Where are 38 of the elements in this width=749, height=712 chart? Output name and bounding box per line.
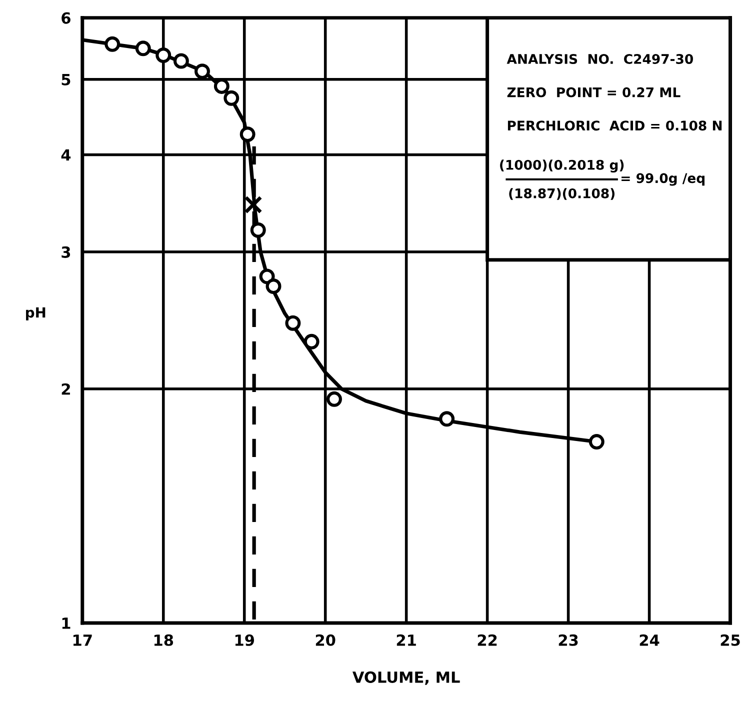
y-tick-label: 1: [62, 618, 70, 629]
point: [104, 36, 120, 52]
annotation: ANALYSIS NO. C2497-30: [506, 54, 693, 64]
point: [304, 334, 320, 350]
y-tick-label: 3: [62, 246, 70, 258]
point: [326, 391, 342, 407]
y-tick-label: 2: [62, 383, 70, 395]
point: [173, 53, 189, 69]
x-tick-label: 22: [478, 634, 497, 646]
annotation: (1000)(0.2018 g): [500, 160, 624, 173]
point: [266, 278, 282, 294]
point: [240, 126, 256, 142]
point: [439, 411, 455, 427]
x-tick-label: 23: [558, 634, 578, 646]
annotation: = 99.0g /eq: [622, 173, 704, 186]
annotation: ZERO POINT = 0.27 ML: [507, 87, 680, 98]
x-tick-label: 18: [154, 634, 174, 646]
point: [285, 315, 301, 331]
point: [224, 90, 240, 106]
x-tick-label: 17: [73, 634, 92, 646]
x-tick-label: 20: [316, 634, 336, 646]
annotation: (18.87)(0.108): [509, 188, 614, 200]
x-axis-title: VOLUME, ML: [352, 671, 460, 685]
point: [156, 48, 172, 64]
annotation: PERCHLORIC ACID = 0.108 N: [508, 120, 722, 131]
x-tick-label: 24: [640, 634, 660, 646]
y-axis-title: pH: [26, 307, 46, 320]
y-tick-label: 6: [62, 12, 70, 24]
point: [194, 64, 210, 80]
y-tick-label: 5: [62, 74, 70, 86]
x-tick-label: 19: [235, 634, 254, 646]
point: [250, 222, 266, 238]
x-tick-label: 21: [396, 634, 416, 646]
y-tick-label: 4: [61, 149, 71, 161]
x-tick-label: 25: [720, 634, 740, 646]
point: [244, 196, 262, 214]
point: [588, 434, 604, 450]
point: [135, 40, 151, 56]
